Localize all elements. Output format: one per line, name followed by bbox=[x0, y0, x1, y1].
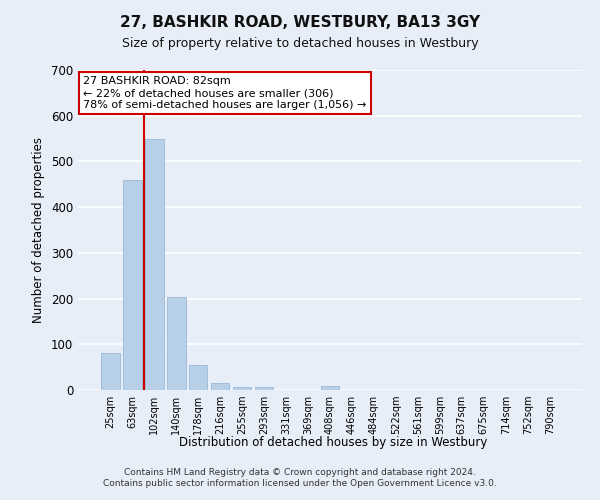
Y-axis label: Number of detached properties: Number of detached properties bbox=[32, 137, 46, 323]
Bar bbox=[101, 354, 119, 390]
Text: Contains HM Land Registry data © Crown copyright and database right 2024.
Contai: Contains HM Land Registry data © Crown c… bbox=[103, 468, 497, 487]
Text: Size of property relative to detached houses in Westbury: Size of property relative to detached ho… bbox=[122, 38, 478, 51]
Text: 27, BASHKIR ROAD, WESTBURY, BA13 3GY: 27, BASHKIR ROAD, WESTBURY, BA13 3GY bbox=[120, 15, 480, 30]
Bar bbox=[145, 138, 164, 390]
Bar bbox=[255, 387, 274, 390]
Text: 27 BASHKIR ROAD: 82sqm
← 22% of detached houses are smaller (306)
78% of semi-de: 27 BASHKIR ROAD: 82sqm ← 22% of detached… bbox=[83, 76, 367, 110]
Bar bbox=[320, 386, 340, 390]
Bar bbox=[123, 180, 142, 390]
Text: Distribution of detached houses by size in Westbury: Distribution of detached houses by size … bbox=[179, 436, 487, 449]
Bar bbox=[233, 387, 251, 390]
Bar bbox=[211, 383, 229, 390]
Bar bbox=[189, 365, 208, 390]
Bar bbox=[167, 297, 185, 390]
